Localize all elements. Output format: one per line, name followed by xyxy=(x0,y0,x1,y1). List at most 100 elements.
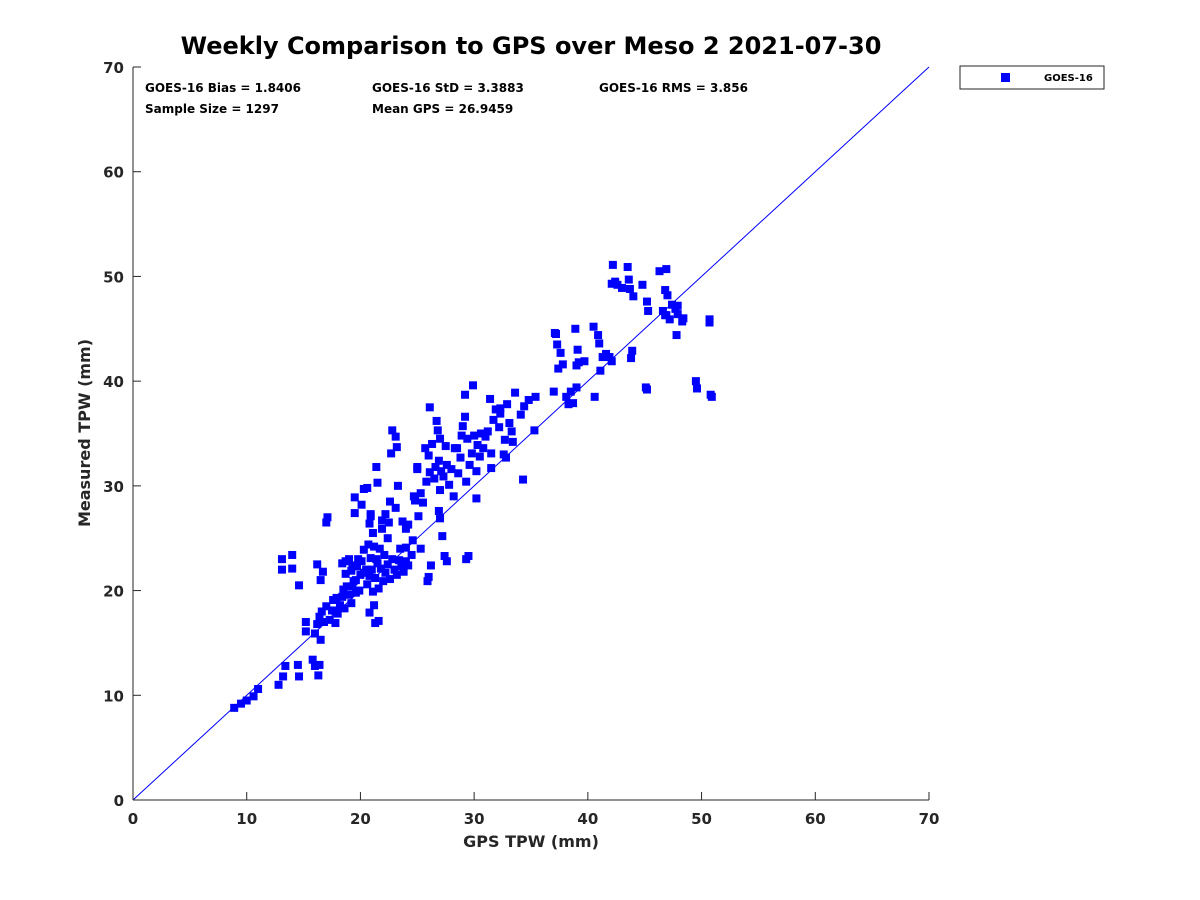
data-point xyxy=(607,357,616,366)
data-point xyxy=(408,536,417,545)
data-point xyxy=(401,557,410,566)
data-point xyxy=(237,699,246,708)
data-point xyxy=(467,449,476,458)
data-point xyxy=(469,381,478,390)
y-tick-label: 50 xyxy=(103,268,124,286)
data-point xyxy=(442,460,451,469)
data-point xyxy=(325,615,334,624)
data-point xyxy=(573,345,582,354)
data-point xyxy=(310,629,319,638)
data-point xyxy=(411,496,420,505)
data-point xyxy=(395,556,404,565)
data-point xyxy=(383,534,392,543)
data-point xyxy=(279,672,288,681)
data-point xyxy=(308,655,317,664)
data-point xyxy=(661,311,670,320)
stat-std: GOES-16 StD = 3.3883 xyxy=(372,81,524,95)
y-tick-label: 60 xyxy=(103,164,124,182)
data-point xyxy=(569,399,578,408)
data-point xyxy=(489,415,498,424)
data-point xyxy=(407,550,416,559)
data-point xyxy=(461,412,470,421)
data-point xyxy=(345,590,354,599)
data-point xyxy=(370,601,379,610)
data-point xyxy=(340,604,349,613)
data-point xyxy=(611,277,620,286)
data-point xyxy=(347,566,356,575)
data-point xyxy=(388,555,397,564)
chart-title: Weekly Comparison to GPS over Meso 2 202… xyxy=(181,32,882,60)
data-point xyxy=(363,580,372,589)
data-point xyxy=(668,300,677,309)
data-point xyxy=(705,315,714,324)
data-point xyxy=(388,426,397,435)
data-point xyxy=(254,685,263,694)
data-point xyxy=(371,574,380,583)
data-point xyxy=(589,322,598,331)
stat-mean-gps: Mean GPS = 26.9459 xyxy=(372,102,513,116)
data-point xyxy=(431,463,440,472)
data-point xyxy=(359,545,368,554)
data-point xyxy=(500,435,509,444)
data-point xyxy=(445,480,454,489)
data-point xyxy=(365,519,374,528)
data-point xyxy=(316,576,325,585)
data-point xyxy=(691,377,700,386)
data-point xyxy=(277,565,286,574)
data-point xyxy=(242,696,251,705)
data-point xyxy=(453,444,462,453)
data-point xyxy=(458,422,467,431)
x-tick-label: 30 xyxy=(464,810,485,828)
data-point xyxy=(366,510,375,519)
data-point xyxy=(524,395,533,404)
data-point xyxy=(370,542,379,551)
data-point xyxy=(422,477,431,486)
y-tick-label: 10 xyxy=(103,687,124,705)
data-point xyxy=(378,516,387,525)
data-point xyxy=(373,559,382,568)
data-point xyxy=(595,339,604,348)
data-point xyxy=(301,617,310,626)
data-point xyxy=(440,552,449,561)
data-point xyxy=(479,444,488,453)
data-point xyxy=(438,532,447,541)
data-point xyxy=(372,463,381,472)
data-point xyxy=(318,567,327,576)
legend-marker-goes-16 xyxy=(1001,73,1010,82)
data-point xyxy=(487,449,496,458)
data-point xyxy=(624,275,633,284)
data-point xyxy=(314,671,323,680)
data-point xyxy=(393,481,402,490)
data-point xyxy=(413,463,422,472)
data-point xyxy=(425,468,434,477)
data-point xyxy=(392,443,401,452)
data-point xyxy=(642,297,651,306)
data-point xyxy=(430,474,439,483)
data-point xyxy=(281,661,290,670)
data-point xyxy=(357,500,366,509)
data-point xyxy=(348,582,357,591)
data-point xyxy=(508,437,517,446)
data-point xyxy=(367,565,376,574)
data-point xyxy=(362,565,371,574)
data-point xyxy=(625,284,634,293)
data-point xyxy=(434,506,443,515)
data-point xyxy=(332,593,341,602)
data-point xyxy=(629,292,638,301)
data-point xyxy=(442,557,451,566)
data-point xyxy=(426,561,435,570)
data-point xyxy=(596,366,605,375)
data-point xyxy=(380,550,389,559)
data-point xyxy=(322,518,331,527)
data-point xyxy=(414,512,423,521)
data-point xyxy=(301,627,310,636)
data-point xyxy=(473,441,482,450)
data-point xyxy=(384,518,393,527)
x-tick-label: 20 xyxy=(350,810,371,828)
x-tick-label: 40 xyxy=(577,810,598,828)
data-point xyxy=(454,469,463,478)
data-point xyxy=(288,550,297,559)
legend-label-goes-16: GOES-16 xyxy=(1044,73,1093,84)
data-point xyxy=(378,524,387,533)
